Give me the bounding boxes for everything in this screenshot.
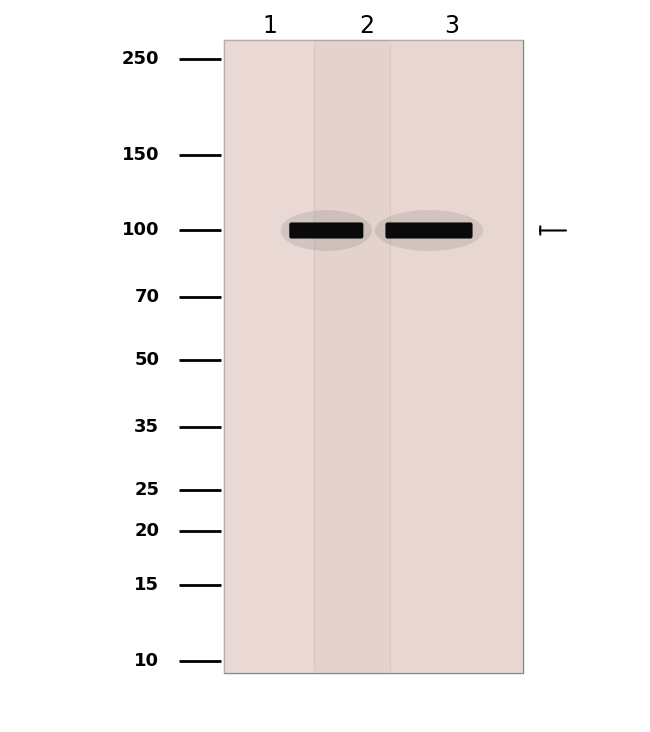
Text: 70: 70 — [135, 288, 159, 306]
Text: 35: 35 — [135, 418, 159, 436]
FancyBboxPatch shape — [289, 223, 363, 239]
Text: 15: 15 — [135, 576, 159, 594]
Text: 2: 2 — [359, 14, 375, 37]
Bar — [390, 40, 523, 673]
Text: 10: 10 — [135, 651, 159, 670]
Text: 150: 150 — [122, 146, 159, 164]
Ellipse shape — [375, 210, 483, 251]
Text: 100: 100 — [122, 222, 159, 239]
Bar — [314, 40, 390, 673]
Text: 25: 25 — [135, 480, 159, 498]
Text: 250: 250 — [122, 51, 159, 68]
Text: 3: 3 — [444, 14, 460, 37]
Bar — [224, 40, 314, 673]
FancyBboxPatch shape — [385, 223, 473, 239]
Text: 50: 50 — [135, 351, 159, 369]
Bar — [224, 40, 523, 673]
Text: 20: 20 — [135, 522, 159, 540]
Ellipse shape — [281, 210, 372, 251]
Text: 1: 1 — [263, 14, 277, 37]
